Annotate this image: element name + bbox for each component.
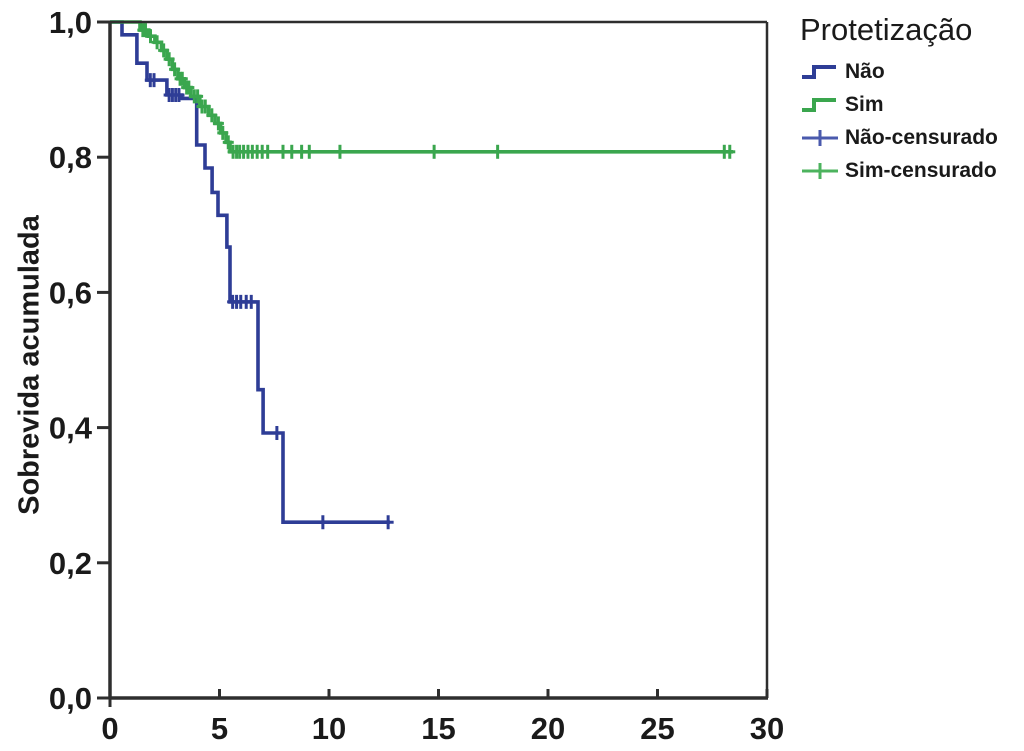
x-tick-label: 30: [750, 711, 784, 746]
y-tick-label: 0,4: [49, 411, 93, 446]
legend-items: Não Sim Não-censurado Sim-censurado: [800, 55, 1020, 187]
censored-plus-icon: [802, 129, 838, 146]
x-tick-label: 20: [531, 711, 565, 746]
series-Não: [110, 20, 394, 530]
y-tick-label: 0,0: [49, 681, 92, 716]
legend: Protetização Não Sim Não-censurado Sim-cens…: [800, 12, 1020, 187]
legend-item-label: Não-censurado: [845, 125, 998, 149]
legend-item-2: Sim: [800, 88, 1020, 121]
legend-item-3: Não-censurado: [800, 121, 1020, 154]
legend-item-4: Sim-censurado: [800, 154, 1020, 187]
series-Sim: [110, 20, 736, 159]
series-line: [110, 20, 734, 154]
legend-item-label: Sim: [845, 92, 884, 116]
legend-item-1: Não: [800, 55, 1020, 88]
y-tick-label: 1,0: [49, 5, 92, 40]
x-tick-label: 15: [421, 711, 455, 746]
y-axis-title: Sobrevida acumulada: [13, 215, 46, 515]
x-tick-label: 25: [640, 711, 674, 746]
series-line: [110, 20, 390, 525]
legend-item-label: Não: [845, 59, 885, 83]
x-tick-label: 0: [101, 711, 118, 746]
step-line-icon: [802, 97, 836, 112]
legend-item-label: Sim-censurado: [845, 158, 997, 182]
step-line-glyph: [802, 64, 836, 79]
y-tick-label: 0,8: [49, 140, 92, 175]
legend-title: Protetização: [800, 12, 973, 47]
step-line-glyph: [802, 97, 836, 112]
x-tick-label: 5: [211, 711, 228, 746]
step-line-icon: [802, 64, 836, 79]
y-tick-label: 0,6: [49, 275, 92, 310]
y-tick-label: 0,2: [49, 546, 92, 581]
x-tick-label: 10: [312, 711, 346, 746]
censored-plus-icon: [802, 162, 838, 179]
